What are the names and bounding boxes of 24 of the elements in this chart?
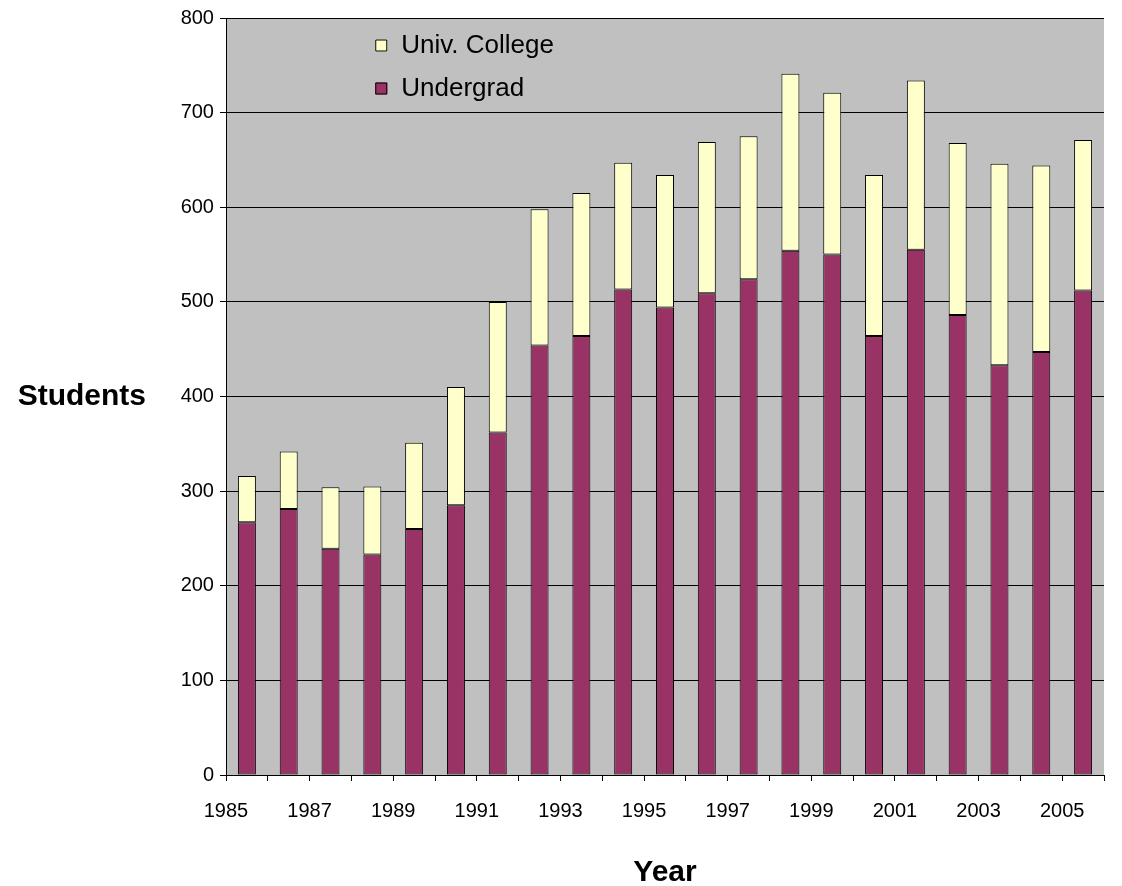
legend-label: Univ. College	[401, 28, 554, 59]
x-tick-label: 2003	[956, 798, 1001, 821]
x-tick-label: 1993	[538, 798, 583, 821]
x-axis-title: Year	[633, 853, 698, 886]
y-tick-label: 800	[180, 5, 214, 28]
y-tick-label: 300	[180, 478, 214, 501]
y-tick-label: 700	[180, 100, 214, 123]
x-tick-label: 1991	[454, 798, 500, 821]
y-tick-label: 600	[180, 194, 214, 217]
y-axis-title: Students	[17, 377, 146, 411]
x-tick-label: 1997	[705, 798, 750, 821]
x-tick-label: 1995	[621, 798, 667, 821]
y-tick-label: 500	[180, 289, 214, 312]
legend-label: Undergrad	[401, 71, 525, 102]
y-tick-label: 400	[180, 384, 214, 407]
x-tick-label: 2001	[872, 798, 918, 821]
x-tick-label: 2005	[1039, 798, 1085, 821]
x-tick-label: 1987	[287, 798, 332, 821]
y-tick-label: 0	[202, 762, 214, 785]
y-tick-label: 100	[180, 667, 214, 690]
x-tick-label: 1999	[789, 798, 834, 821]
x-tick-label: 1989	[370, 798, 416, 821]
x-tick-label: 1985	[203, 798, 249, 821]
y-tick-label: 200	[180, 573, 214, 596]
